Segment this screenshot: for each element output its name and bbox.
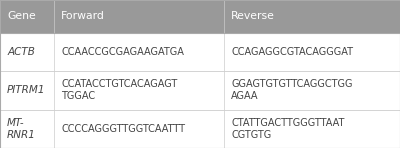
Text: CCAACCGCGAGAAGATGA: CCAACCGCGAGAAGATGA bbox=[61, 47, 184, 57]
Text: Forward: Forward bbox=[61, 11, 105, 21]
Text: CCAGAGGCGTACAGGGAT: CCAGAGGCGTACAGGGAT bbox=[231, 47, 353, 57]
Bar bbox=[0, 0, 54, 33]
Bar bbox=[54, 0, 224, 33]
Text: MT-
RNR1: MT- RNR1 bbox=[7, 118, 36, 140]
Text: Gene: Gene bbox=[7, 11, 36, 21]
Text: CCATACCTGTCACAGAGT
TGGAC: CCATACCTGTCACAGAGT TGGAC bbox=[61, 79, 178, 102]
Bar bbox=[0, 71, 54, 110]
Bar bbox=[0, 110, 54, 148]
Text: GGAGTGTGTTCAGGCTGG
AGAA: GGAGTGTGTTCAGGCTGG AGAA bbox=[231, 79, 353, 102]
Bar bbox=[224, 33, 400, 71]
Text: CCCCAGGGTTGGTCAATTT: CCCCAGGGTTGGTCAATTT bbox=[61, 124, 185, 134]
Text: PITRM1: PITRM1 bbox=[7, 85, 46, 95]
Bar bbox=[0, 33, 54, 71]
Bar bbox=[224, 110, 400, 148]
Text: Reverse: Reverse bbox=[231, 11, 275, 21]
Text: ACTB: ACTB bbox=[7, 47, 35, 57]
Text: CTATTGACTTGGGTTAAT
CGTGTG: CTATTGACTTGGGTTAAT CGTGTG bbox=[231, 118, 344, 140]
Bar bbox=[54, 71, 224, 110]
Bar bbox=[54, 33, 224, 71]
Bar bbox=[54, 110, 224, 148]
Bar bbox=[224, 71, 400, 110]
Bar bbox=[224, 0, 400, 33]
